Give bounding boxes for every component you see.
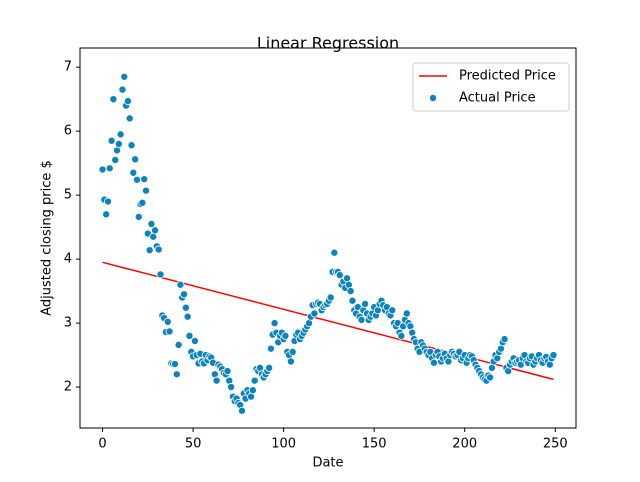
scatter-point (145, 246, 154, 255)
scatter-point (190, 336, 199, 345)
y-tick-label: 2 (64, 380, 72, 395)
x-tick-label: 150 (362, 437, 387, 452)
legend-box (412, 62, 570, 112)
scatter-point (270, 319, 279, 328)
scatter-point (156, 270, 165, 279)
scatter-point (361, 299, 370, 308)
scatter-point (212, 376, 221, 385)
scatter-point (185, 331, 194, 340)
y-tick-label: 4 (64, 252, 72, 267)
scatter-point (172, 370, 181, 379)
scatter-point (129, 168, 138, 177)
scatter-point (335, 271, 344, 280)
scatter-point (402, 309, 411, 318)
legend-label: Predicted Price (459, 69, 556, 84)
legend-label: Actual Price (459, 91, 536, 106)
x-tick-label: 200 (452, 437, 477, 452)
scatter-point (348, 296, 357, 305)
scatter-point (549, 351, 558, 360)
scatter-point (147, 219, 156, 228)
scatter-point (388, 306, 397, 315)
y-tick-label: 5 (64, 188, 72, 203)
scatter-point (142, 186, 151, 195)
y-axis-label: Adjusted closing price $ (40, 160, 55, 316)
scatter-point (265, 363, 274, 372)
scatter-point (132, 175, 141, 184)
scatter-point (116, 130, 125, 139)
y-tick-label: 6 (64, 124, 72, 139)
scatter-point (111, 155, 120, 164)
x-tick-label: 100 (271, 437, 296, 452)
scatter-point (107, 136, 116, 145)
scatter-point (250, 376, 259, 385)
y-tick-label: 3 (64, 316, 72, 331)
scatter-point (165, 327, 174, 336)
scatter-point (109, 95, 118, 104)
scatter-point (281, 331, 290, 340)
plot-frame (79, 47, 577, 429)
scatter-point (138, 198, 147, 207)
scatter-point (163, 317, 172, 326)
scatter-point (170, 360, 179, 369)
scatter-point (131, 155, 140, 164)
scatter-point (397, 331, 406, 340)
scatter-point (105, 164, 114, 173)
scatter-point (125, 114, 134, 123)
scatter-point (123, 97, 132, 106)
scatter-point (183, 312, 192, 321)
scatter-point (103, 197, 112, 206)
scatter-point (248, 386, 257, 395)
scatter-point (127, 141, 136, 150)
scatter-point (486, 373, 495, 382)
scatter-point (118, 85, 127, 94)
scatter-point (181, 303, 190, 312)
scatter-point (223, 367, 232, 376)
scatter-point (120, 72, 129, 81)
scatter-point (500, 335, 509, 344)
scatter-point (266, 344, 275, 353)
scatter-point (180, 290, 189, 299)
scatter-point (330, 248, 339, 257)
scatter-point (151, 226, 160, 235)
y-tick-label: 7 (64, 60, 72, 75)
legend-marker (428, 94, 437, 103)
scatter-point (176, 280, 185, 289)
scatter-point (237, 406, 246, 415)
x-tick-label: 50 (185, 437, 202, 452)
scatter-point (174, 340, 183, 349)
scatter-point (326, 293, 335, 302)
scatter-point (102, 210, 111, 219)
scatter-point (357, 315, 366, 324)
scatter-point (154, 245, 163, 254)
scatter-point (114, 139, 123, 148)
scatter-point (140, 175, 149, 184)
scatter-point (429, 358, 438, 367)
x-tick-label: 250 (543, 437, 568, 452)
chart-title: Linear Regression (257, 34, 399, 53)
scatter-point (288, 347, 297, 356)
scatter-point (227, 383, 236, 392)
x-tick-label: 0 (98, 437, 106, 452)
x-axis-label: Date (312, 456, 343, 471)
scatter-point (286, 357, 295, 366)
scatter-point (98, 165, 107, 174)
scatter-point (346, 287, 355, 296)
scatter-point (310, 309, 319, 318)
scatter-point (134, 212, 143, 221)
